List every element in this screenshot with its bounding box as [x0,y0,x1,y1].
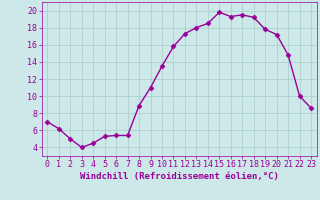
X-axis label: Windchill (Refroidissement éolien,°C): Windchill (Refroidissement éolien,°C) [80,172,279,181]
